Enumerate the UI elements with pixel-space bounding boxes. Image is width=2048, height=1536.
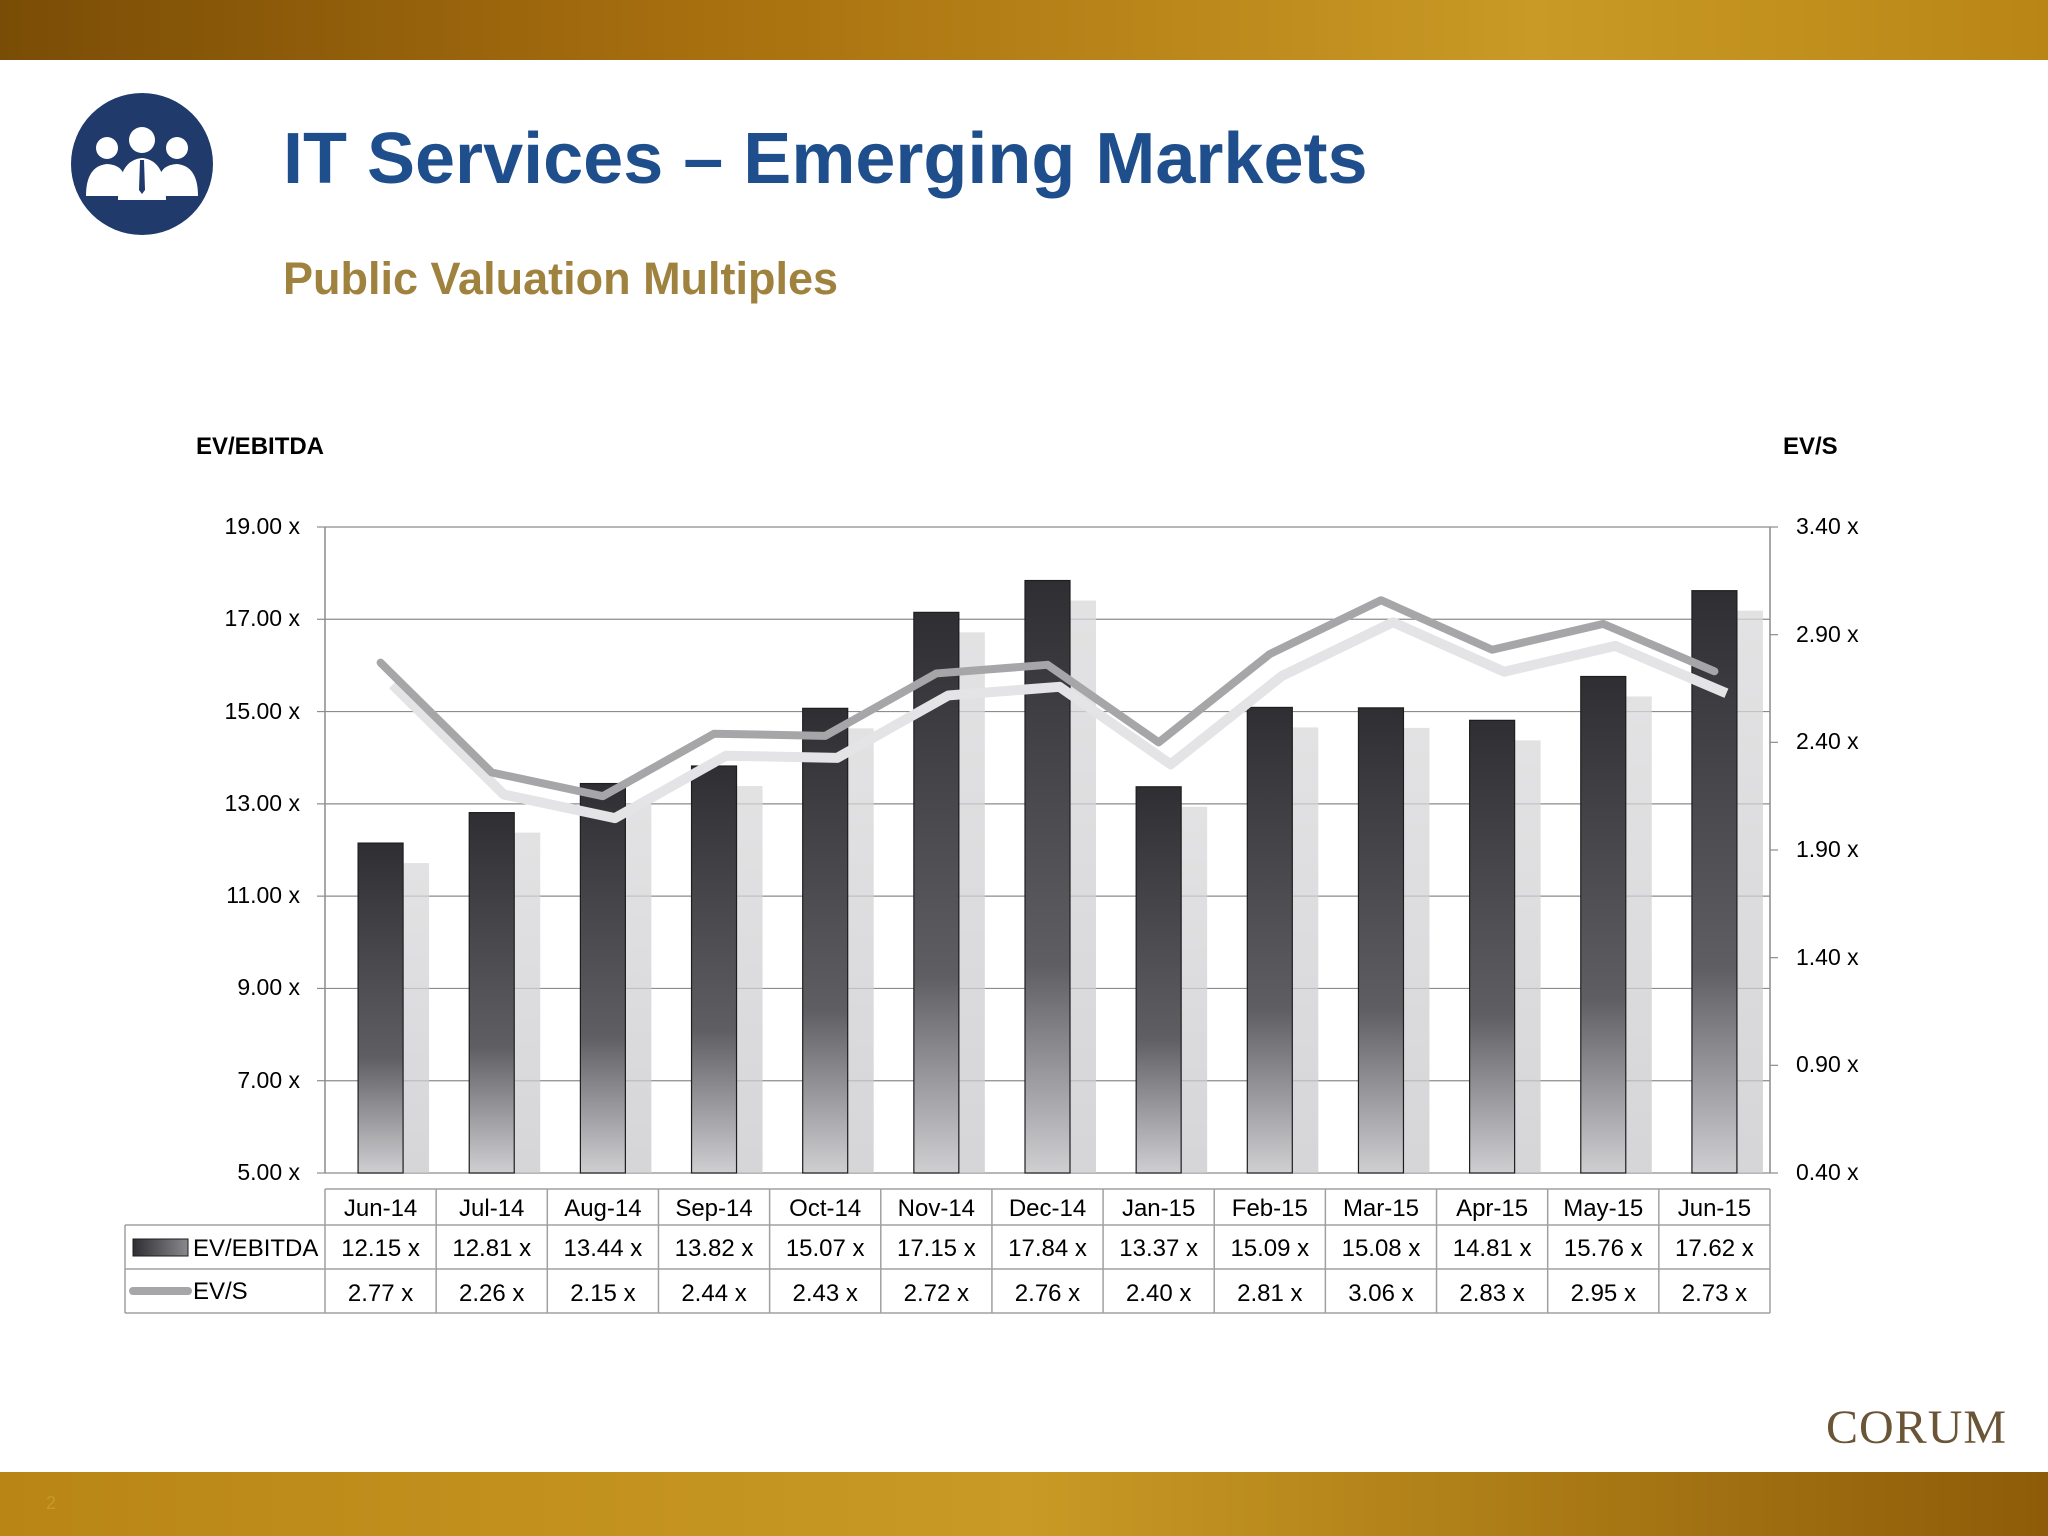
bar <box>1246 706 1293 1174</box>
ev-ebitda-value: 12.81 x <box>452 1235 531 1262</box>
left-tick-label: 13.00 x <box>224 789 300 816</box>
left-tick-label: 15.00 x <box>224 697 300 724</box>
line-shadow <box>389 617 1729 824</box>
data-table: Jun-14 12.15 x 2.77 x Jul-14 12.81 x 2.26 x Au… <box>124 1188 1771 1314</box>
legend-ev-ebitda: EV/EBITDA <box>193 1235 318 1262</box>
left-tick-label: 9.00 x <box>237 974 300 1001</box>
bar <box>1469 719 1516 1174</box>
ev-ebitda-value: 15.07 x <box>786 1235 865 1262</box>
bar <box>1135 786 1182 1174</box>
right-tick-label: 0.90 x <box>1796 1051 1859 1078</box>
ev-s-value: 2.43 x <box>792 1280 857 1307</box>
right-tick-label: 3.40 x <box>1796 513 1859 539</box>
ev-ebitda-value: 15.08 x <box>1342 1235 1421 1262</box>
right-tick-label: 2.40 x <box>1796 728 1859 755</box>
ev-s-value: 2.77 x <box>348 1280 413 1307</box>
bar <box>1357 707 1405 1174</box>
right-axis-title: EV/S <box>1783 433 1838 460</box>
category-label: May-15 <box>1563 1195 1643 1222</box>
bar <box>690 765 738 1174</box>
category-label: Jan-15 <box>1122 1195 1195 1222</box>
bar <box>468 812 515 1174</box>
ev-s-value: 2.15 x <box>570 1280 635 1307</box>
bar <box>1580 675 1627 1174</box>
ev-s-value: 2.83 x <box>1459 1280 1524 1307</box>
page-number: 2 <box>46 1493 57 1513</box>
left-tick-label: 11.00 x <box>226 882 300 909</box>
ev-s-value: 2.72 x <box>904 1280 969 1307</box>
page-subtitle: Public Valuation Multiples <box>283 253 839 304</box>
left-tick-label: 5.00 x <box>237 1159 300 1185</box>
category-label: Jun-15 <box>1678 1195 1751 1222</box>
left-tick-label: 19.00 x <box>224 513 300 539</box>
ev-ebitda-value: 15.76 x <box>1564 1235 1643 1262</box>
category-label: Apr-15 <box>1456 1195 1528 1222</box>
bar <box>357 842 404 1174</box>
ev-ebitda-value: 17.62 x <box>1675 1235 1754 1262</box>
top-gold-band <box>0 0 2048 60</box>
category-label: Jul-14 <box>459 1195 524 1222</box>
ev-ebitda-value: 13.37 x <box>1119 1235 1198 1262</box>
page-title: IT Services – Emerging Markets <box>283 119 1368 199</box>
left-axis-title: EV/EBITDA <box>196 433 325 460</box>
ev-s-value: 2.81 x <box>1237 1280 1302 1307</box>
category-label: Dec-14 <box>1009 1195 1086 1222</box>
ev-s-value: 2.40 x <box>1126 1280 1191 1307</box>
ev-s-value: 3.06 x <box>1348 1280 1413 1307</box>
ev-ebitda-value: 13.82 x <box>675 1235 754 1262</box>
category-label: Jun-14 <box>344 1195 417 1222</box>
right-tick-label: 0.40 x <box>1796 1159 1859 1185</box>
bar <box>579 782 626 1174</box>
ev-ebitda-bars <box>357 579 1763 1174</box>
right-tick-label: 1.90 x <box>1796 836 1859 862</box>
ev-s-value: 2.26 x <box>459 1280 524 1307</box>
right-tick-label: 2.90 x <box>1796 620 1859 647</box>
people-group-icon <box>71 93 213 235</box>
right-tick-label: 1.40 x <box>1796 943 1859 970</box>
ev-ebitda-value: 13.44 x <box>564 1235 643 1262</box>
ev-s-value: 2.44 x <box>681 1280 746 1307</box>
ev-ebitda-value: 12.15 x <box>341 1235 420 1262</box>
category-label: Sep-14 <box>675 1195 752 1222</box>
category-label: Aug-14 <box>564 1195 641 1222</box>
category-label: Oct-14 <box>789 1195 861 1222</box>
category-label: Nov-14 <box>898 1195 975 1222</box>
category-label: Feb-15 <box>1232 1195 1308 1222</box>
bar <box>802 707 849 1174</box>
ev-s-line <box>376 596 1729 824</box>
category-label: Mar-15 <box>1343 1195 1419 1222</box>
ev-ebitda-value: 17.84 x <box>1008 1235 1087 1262</box>
ev-s-value: 2.73 x <box>1682 1280 1747 1307</box>
legend-bar-swatch <box>132 1238 189 1257</box>
left-tick-label: 17.00 x <box>224 605 300 632</box>
ev-s-value: 2.95 x <box>1571 1280 1636 1307</box>
bar <box>1024 579 1071 1174</box>
ev-s-value: 2.76 x <box>1015 1280 1080 1307</box>
ev-ebitda-value: 15.09 x <box>1230 1235 1309 1262</box>
bottom-gold-band <box>0 1472 2048 1536</box>
corum-brand-logo: CORUM <box>1826 1401 2008 1454</box>
left-tick-label: 7.00 x <box>237 1066 300 1093</box>
ev-ebitda-value: 17.15 x <box>897 1235 976 1262</box>
ev-ebitda-value: 14.81 x <box>1453 1235 1532 1262</box>
legend-ev-s: EV/S <box>193 1278 248 1305</box>
